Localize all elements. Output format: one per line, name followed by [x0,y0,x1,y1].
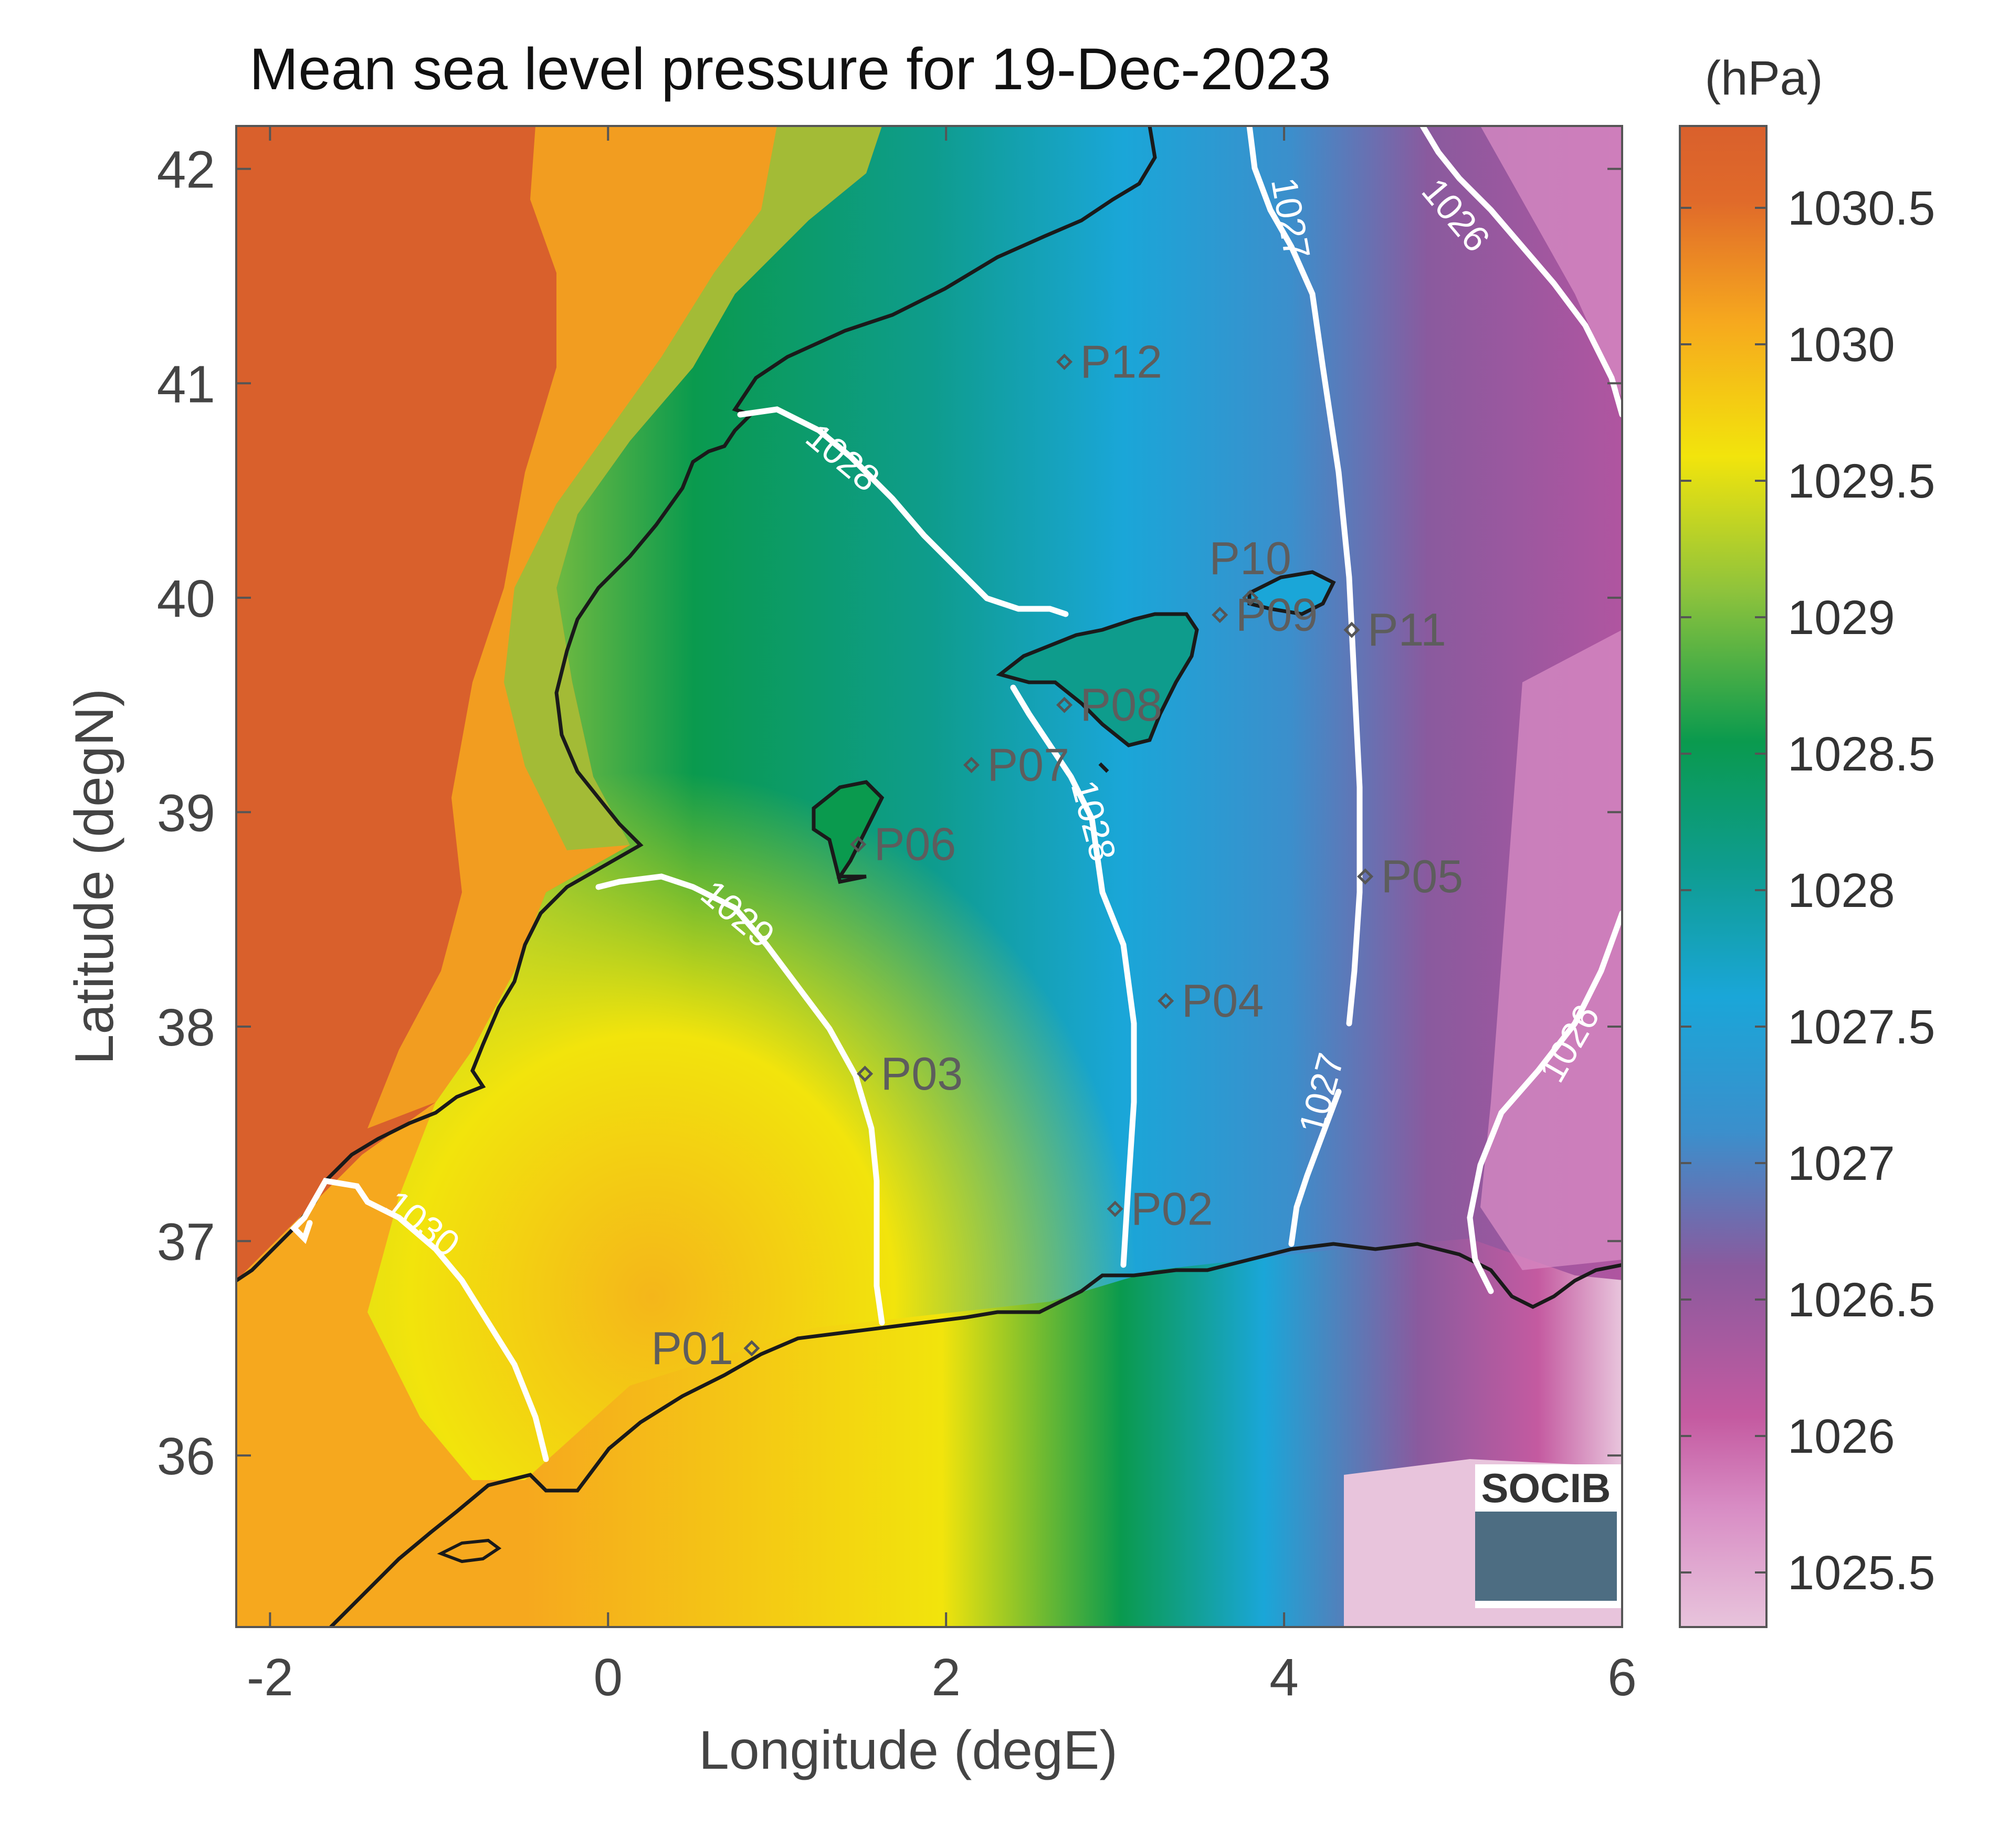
y-tick-label: 40 [157,569,215,628]
station-marker-p06 [850,836,867,853]
map-title: Mean sea level pressure for 19-Dec-2023 [249,36,1331,102]
station-label-p08: P08 [1080,679,1163,731]
colorbar-tick-label: 1028 [1787,864,1895,917]
colorbar: (hPa) 1025.5 1026 1026.5 1027 1027.5 1028 1028… [1679,51,1935,1628]
y-tick-label: 39 [157,784,215,842]
logo-text: SOCIB [1481,1465,1611,1511]
station-label-p05: P05 [1381,850,1464,902]
station-marker-p02 [1107,1200,1123,1217]
colorbar-tick-label: 1025.5 [1787,1546,1935,1600]
iberian-green-fringe [504,126,882,850]
x-tick-label: 0 [593,1648,623,1707]
isobar-1028-south [1010,684,1137,1268]
isobar-1028-north [737,406,1069,617]
y-tick-label: 38 [157,998,215,1057]
station-marker-p04 [1158,992,1174,1009]
colorbar-tick-label: 1030 [1787,318,1895,372]
x-tick-label: 2 [931,1648,961,1707]
station-label-p02: P02 [1131,1182,1213,1234]
colorbar-tick-label: 1026.5 [1787,1273,1935,1327]
y-tick-label: 41 [157,355,215,414]
mallorca-island [996,612,1199,747]
isobar-1027-south [1288,1089,1342,1247]
x-tick-label: -2 [247,1648,293,1707]
colorbar-tick-label: 1027.5 [1787,1000,1935,1054]
colorbar-unit: (hPa) [1705,51,1823,105]
station-marker-p12 [1056,353,1073,370]
station-marker-p01 [743,1340,760,1357]
colorbar-tick-label: 1030.5 [1787,182,1935,235]
x-axis: -2 0 2 4 6 [247,126,1637,1707]
x-axis-label: Longitude (degE) [699,1720,1118,1781]
iberian-coastline [236,126,1157,1282]
station-marker-p08 [1056,696,1073,713]
colorbar-tick-label: 1026 [1787,1410,1895,1463]
colorbar-tick-label: 1029.5 [1787,455,1935,508]
station-label-p12: P12 [1080,335,1163,387]
colorbar-scale [1679,125,1768,1628]
iberian-coastal-band [367,126,882,1128]
logo-wave-panel [1475,1512,1617,1601]
isobar-1027-north [1246,126,1363,1027]
colorbar-tick-label: 1028.5 [1787,727,1935,781]
station-marker-p03 [857,1065,874,1082]
isobars [290,126,1622,1462]
plot-area: 1026 1026 1027 1027 1028 1028 1029 1030 … [236,126,1622,1627]
station-marker-p09 [1212,607,1228,624]
y-tick-label: 36 [157,1427,215,1486]
station-label-p07: P07 [987,739,1069,791]
colorbar-tick-label: 1027 [1787,1137,1895,1190]
station-label-p01: P01 [651,1322,733,1374]
plot-frame [235,125,1623,1628]
isobar-1026-north [1419,126,1622,418]
station-label-p06: P06 [874,818,956,870]
y-tick-label: 42 [157,141,215,199]
station-label-p04: P04 [1182,975,1264,1027]
socib-logo: SOCIB [1475,1464,1622,1608]
colorbar-ticks: 1025.5 1026 1026.5 1027 1027.5 1028 1028.5 1029… [1680,182,1935,1600]
isobar-1030 [290,1177,549,1462]
pink-low-sea [1480,630,1622,1270]
station-marker-p07 [963,757,980,774]
ibiza-island [812,780,885,884]
menorca-island [1247,570,1336,616]
isobar-1026-south [1467,910,1622,1294]
logo-underline [1475,1602,1622,1608]
station-label-p09: P09 [1236,589,1318,641]
station-label-p10: P10 [1209,532,1291,584]
alboran-island [437,1538,502,1564]
station-marker-p11 [1343,621,1360,638]
x-tick-label: 6 [1607,1648,1637,1707]
y-axis-label: Latitude (degN) [64,689,125,1065]
station-label-p11: P11 [1368,604,1446,656]
station-label-p03: P03 [881,1048,963,1100]
colorbar-tick-label: 1029 [1787,591,1895,645]
station-marker-p10 [1242,589,1259,606]
x-tick-label: 4 [1269,1648,1299,1707]
y-axis: 36 37 38 39 40 41 42 [157,141,1622,1486]
cabrera-island [1098,762,1109,773]
station-marker-p05 [1357,868,1374,885]
y-tick-label: 37 [157,1213,215,1272]
pink-high-sea [1480,126,1622,399]
isobar-1029 [595,873,885,1326]
